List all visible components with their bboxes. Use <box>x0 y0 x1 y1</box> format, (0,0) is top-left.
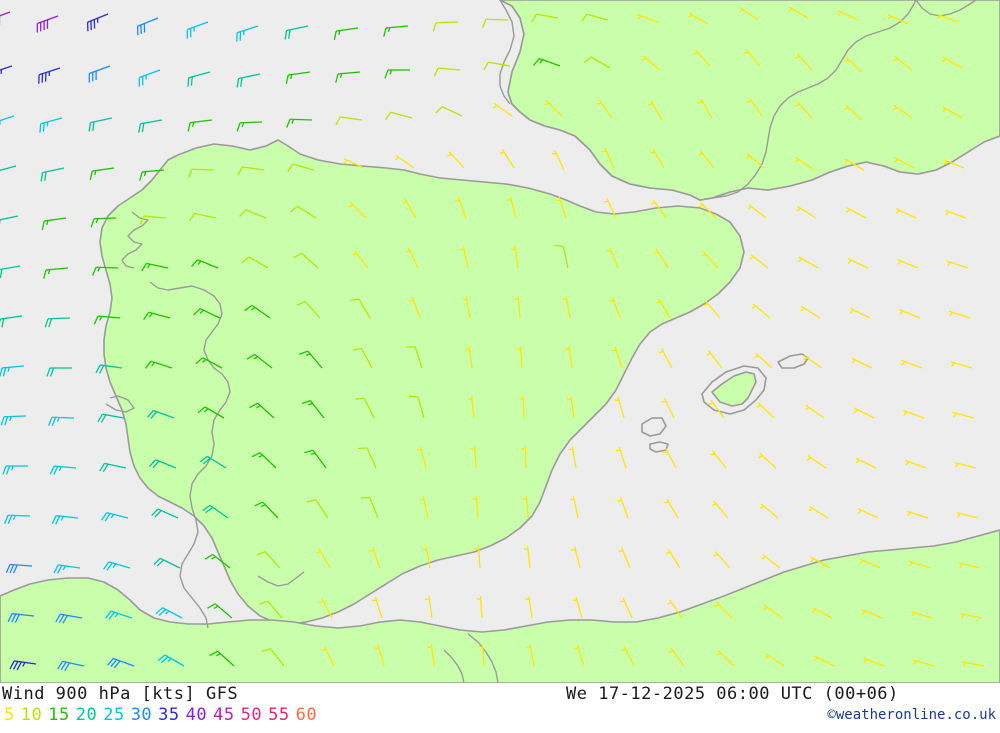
legend-value-15: 15 <box>48 705 70 725</box>
land-mallorca <box>711 371 757 407</box>
coast-tagus-estuary <box>105 395 135 413</box>
border-spain-france <box>699 0 917 201</box>
legend-value-30: 30 <box>130 705 153 725</box>
wind-speed-legend: 5 10 15 20 25 30 35 40 45 50 55 60 <box>4 705 323 725</box>
coast-gibraltar <box>257 571 305 587</box>
map-canvas[interactable] <box>0 0 1000 683</box>
legend-value-35: 35 <box>158 705 180 725</box>
coast-biscay-detail <box>499 0 515 105</box>
legend-value-60: 60 <box>295 705 318 725</box>
valid-time-label: We 17-12-2025 06:00 UTC (00+06) <box>566 684 899 704</box>
border-morocco-internal <box>443 649 465 683</box>
legend-value-40: 40 <box>185 705 208 725</box>
product-title: Wind 900 hPa [kts] GFS <box>2 684 239 704</box>
coast-galicia-rias <box>121 211 149 269</box>
border-morocco-internal-2 <box>467 633 499 683</box>
legend-value-5: 5 <box>4 705 15 725</box>
basemap-svg <box>0 0 1000 683</box>
copyright-label: ©weatheronline.co.uk <box>827 707 996 723</box>
legend-value-50: 50 <box>240 705 263 725</box>
legend-value-55: 55 <box>268 705 290 725</box>
legend-value-20: 20 <box>75 705 98 725</box>
island-ibiza-outline <box>641 417 667 437</box>
legend-value-25: 25 <box>103 705 125 725</box>
legend-value-10: 10 <box>20 705 43 725</box>
land-morocco <box>0 529 1000 683</box>
legend-value-45: 45 <box>213 705 235 725</box>
footer-bar: Wind 900 hPa [kts] GFS We 17-12-2025 06:… <box>0 683 1000 733</box>
